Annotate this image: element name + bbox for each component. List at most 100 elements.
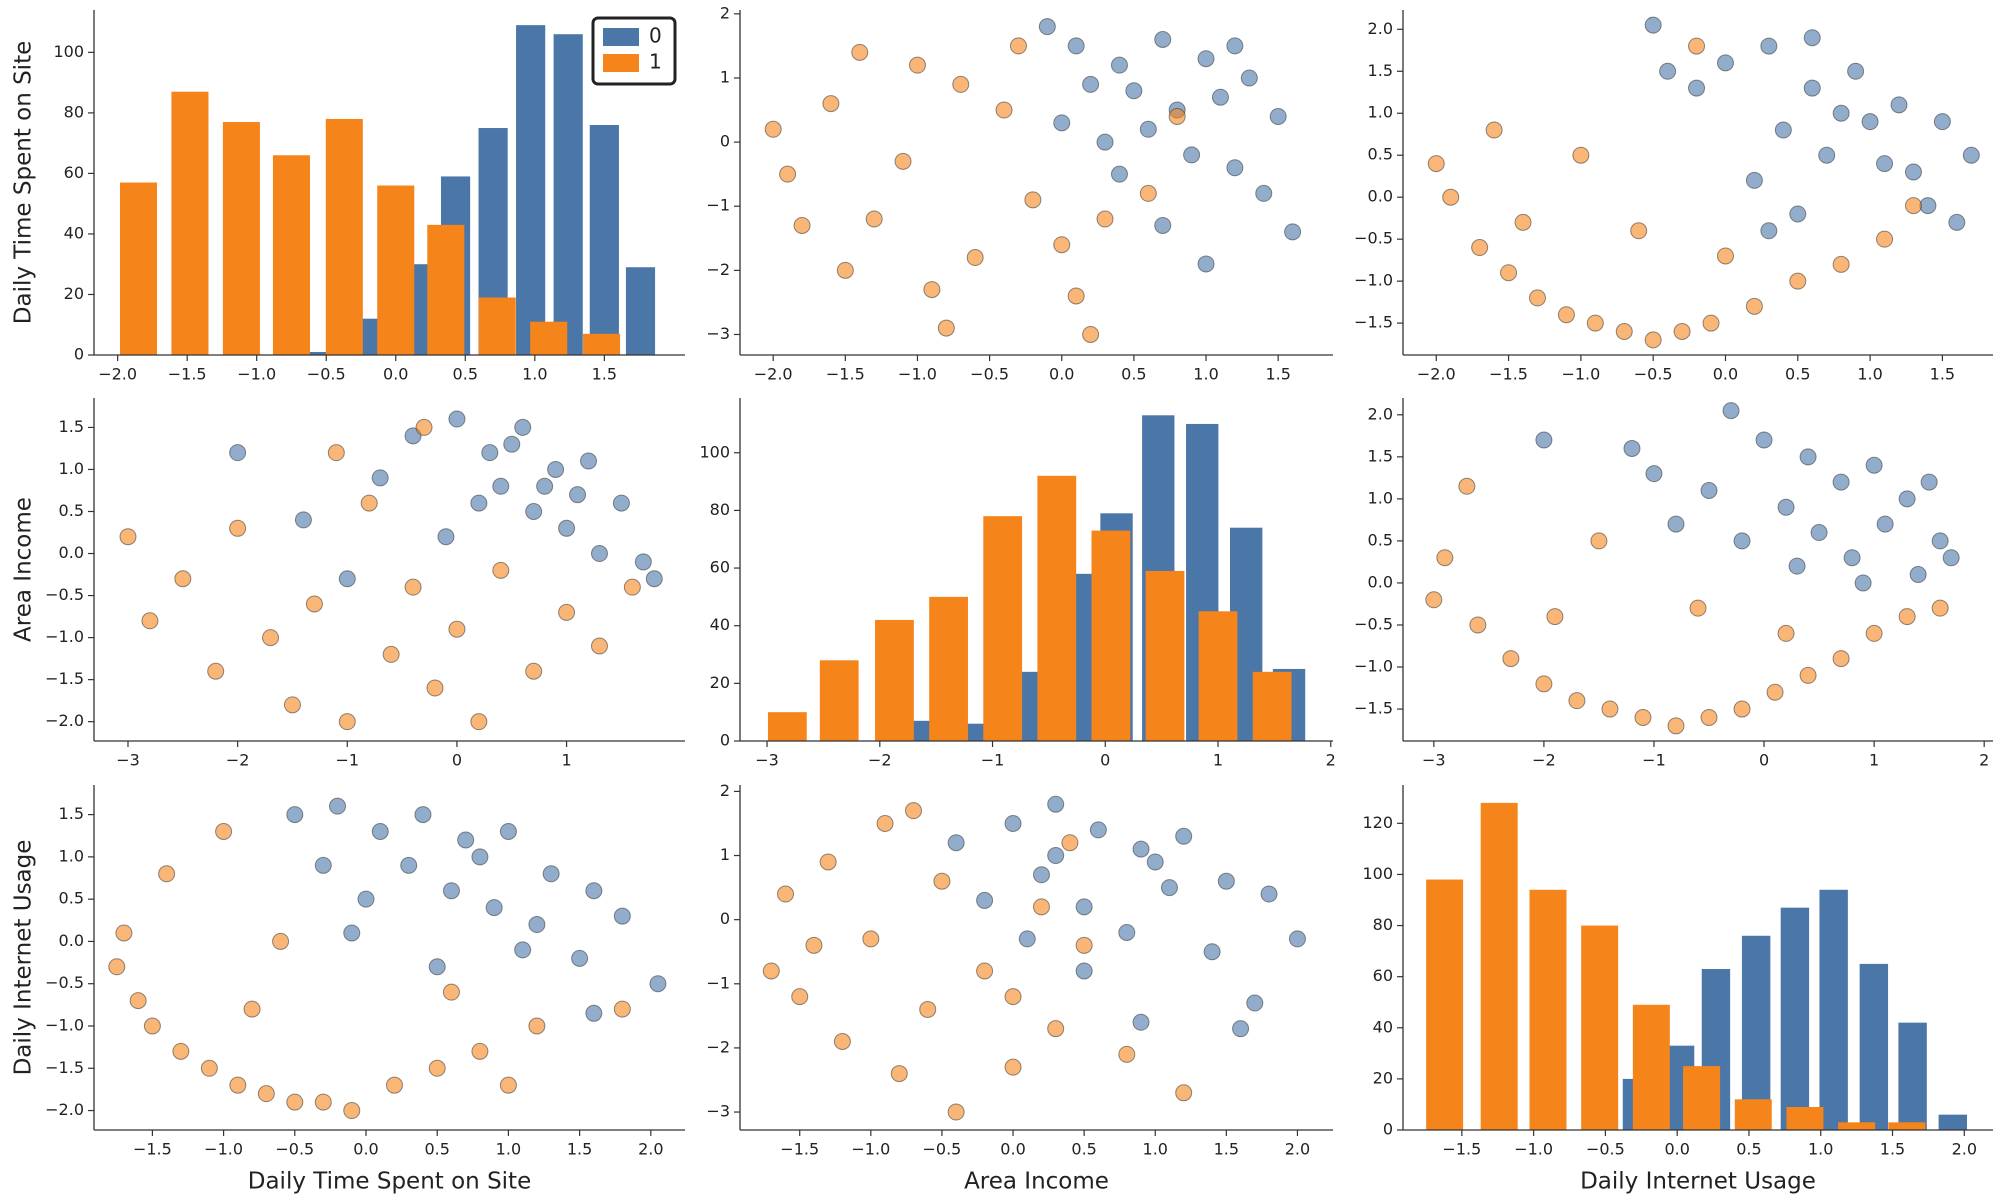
bar bbox=[1888, 1122, 1926, 1130]
bar bbox=[767, 712, 807, 741]
point bbox=[1061, 834, 1079, 852]
y-tick-label: 40 bbox=[710, 615, 730, 634]
point bbox=[448, 410, 466, 428]
point bbox=[947, 1103, 965, 1121]
bar bbox=[1734, 1099, 1772, 1130]
point bbox=[371, 823, 389, 841]
point bbox=[1644, 331, 1662, 349]
x-tick-label: 1 bbox=[1869, 751, 1879, 770]
point bbox=[272, 932, 290, 950]
point bbox=[1644, 16, 1662, 34]
point bbox=[1427, 155, 1445, 173]
bar bbox=[530, 321, 568, 355]
y-tick-label: −1.5 bbox=[1354, 313, 1393, 332]
x-tick-label: 1.5 bbox=[1930, 365, 1955, 384]
bar bbox=[1780, 907, 1810, 1130]
x-tick-label: −2 bbox=[868, 751, 892, 770]
point bbox=[1933, 113, 1951, 131]
y-tick-label: 100 bbox=[53, 42, 84, 61]
y-tick-label: 60 bbox=[64, 163, 84, 182]
x-tick-label: 0.0 bbox=[1049, 365, 1074, 384]
point bbox=[492, 561, 510, 579]
y-tick-label: −1.0 bbox=[45, 1015, 84, 1034]
point bbox=[585, 882, 603, 900]
y-tick-label: −1 bbox=[706, 973, 730, 992]
point bbox=[1572, 146, 1590, 164]
point bbox=[805, 936, 823, 954]
point bbox=[229, 444, 247, 462]
y-tick-label: 0.5 bbox=[1368, 145, 1393, 164]
point bbox=[623, 578, 641, 596]
point bbox=[470, 713, 488, 731]
point bbox=[1110, 56, 1128, 74]
point bbox=[1226, 159, 1244, 177]
point bbox=[1788, 557, 1806, 575]
point bbox=[1898, 490, 1916, 508]
point bbox=[286, 1093, 304, 1111]
point bbox=[558, 603, 576, 621]
bar bbox=[1037, 475, 1077, 741]
point bbox=[327, 444, 345, 462]
y-tick-label: 1 bbox=[720, 845, 730, 864]
bar bbox=[1786, 1107, 1824, 1130]
point bbox=[371, 469, 389, 487]
bar bbox=[272, 155, 310, 355]
y-tick-label: −1.5 bbox=[45, 669, 84, 688]
point bbox=[503, 435, 521, 453]
point bbox=[442, 882, 460, 900]
x-tick-label: 0.0 bbox=[353, 1140, 378, 1159]
y-axis-label: Daily Time Spent on Site bbox=[11, 41, 37, 324]
y-tick-label: 20 bbox=[710, 673, 730, 692]
point bbox=[1667, 515, 1685, 533]
point bbox=[1962, 146, 1980, 164]
y-tick-label: 20 bbox=[64, 284, 84, 303]
bar bbox=[1741, 935, 1771, 1130]
point bbox=[1774, 121, 1792, 139]
point bbox=[1067, 287, 1085, 305]
x-tick-label: −2.0 bbox=[1417, 365, 1456, 384]
point bbox=[485, 899, 503, 917]
x-tick-label: −2 bbox=[226, 751, 250, 770]
point bbox=[822, 95, 840, 113]
point bbox=[1755, 431, 1773, 449]
y-tick-label: 1 bbox=[720, 67, 730, 86]
point bbox=[1832, 473, 1850, 491]
x-tick-label: −0.5 bbox=[307, 365, 346, 384]
x-tick-label: 1.5 bbox=[1265, 365, 1290, 384]
point bbox=[115, 924, 133, 942]
point bbox=[343, 924, 361, 942]
point bbox=[1047, 847, 1065, 865]
y-tick-label: 1.5 bbox=[1368, 446, 1393, 465]
y-tick-label: −1.0 bbox=[1354, 657, 1393, 676]
x-tick-label: 0 bbox=[452, 751, 462, 770]
point bbox=[1146, 853, 1164, 871]
x-axis-label: Daily Internet Usage bbox=[1580, 1169, 1816, 1195]
bar bbox=[171, 91, 209, 356]
bar bbox=[819, 660, 859, 741]
point bbox=[1018, 930, 1036, 948]
panel: −3 −2 −1 0 1 2 −1.5 −1.0 −0.5 0.0 0.5 1.0 1.5 2.0 bbox=[1354, 398, 1993, 770]
point bbox=[1931, 532, 1949, 550]
point bbox=[933, 872, 951, 890]
x-tick-label: 1.5 bbox=[567, 1140, 592, 1159]
point bbox=[1832, 650, 1850, 668]
point bbox=[1197, 255, 1215, 273]
point bbox=[1075, 962, 1093, 980]
panel: −1.5 −1.0 −0.5 0.0 0.5 1.0 1.5 2.0 0 20 40 60 80 100 1… bbox=[1362, 785, 1993, 1195]
legend-box bbox=[591, 16, 677, 86]
point bbox=[1168, 107, 1186, 125]
point bbox=[1110, 165, 1128, 183]
y-tick-label: −1 bbox=[706, 196, 730, 215]
point bbox=[995, 101, 1013, 119]
y-tick-label: 100 bbox=[1362, 864, 1393, 883]
point bbox=[952, 75, 970, 93]
x-tick-label: 0.0 bbox=[1713, 365, 1738, 384]
y-tick-label: 80 bbox=[1373, 915, 1393, 934]
point bbox=[1634, 708, 1652, 726]
point bbox=[1568, 692, 1586, 710]
point bbox=[1733, 700, 1751, 718]
point bbox=[1865, 456, 1883, 474]
point bbox=[1226, 37, 1244, 55]
point bbox=[558, 519, 576, 537]
y-tick-label: −0.5 bbox=[1354, 229, 1393, 248]
